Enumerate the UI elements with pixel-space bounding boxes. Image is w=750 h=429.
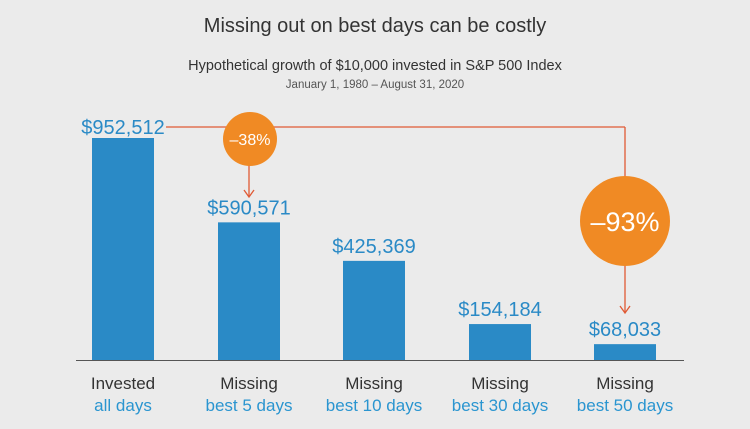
category-label: Missing (471, 374, 529, 393)
category-sublabel: all days (94, 396, 152, 415)
category-label: Missing (596, 374, 654, 393)
bar-value-label: $590,571 (207, 197, 290, 219)
bar-value-label: $425,369 (332, 236, 415, 258)
category-sublabel: best 30 days (452, 396, 548, 415)
category-label: Missing (345, 374, 403, 393)
annotation-label: –38% (230, 132, 271, 149)
annotation-circle (580, 176, 670, 266)
arrow-head (619, 305, 631, 315)
category-sublabel: best 10 days (326, 396, 422, 415)
bar-value-label: $68,033 (589, 319, 661, 341)
category-sublabel: best 5 days (206, 396, 293, 415)
category-label: Missing (220, 374, 278, 393)
category-sublabel: best 50 days (577, 396, 673, 415)
bar (469, 324, 531, 360)
arrow-head (243, 189, 255, 199)
chart-date-range: January 1, 1980 – August 31, 2020 (285, 79, 465, 91)
chart-subtitle: Hypothetical growth of $10,000 invested … (188, 58, 562, 74)
category-label: Invested (91, 374, 155, 393)
bar (92, 138, 154, 360)
annotation-label: –93% (590, 207, 659, 237)
annotation-circle (223, 112, 277, 166)
chart-title: Missing out on best days can be costly (203, 15, 547, 37)
bar-value-label: $952,512 (81, 117, 164, 139)
bar (594, 344, 656, 360)
bar (218, 222, 280, 360)
bar (343, 260, 405, 360)
bar-value-label: $154,184 (458, 299, 541, 321)
